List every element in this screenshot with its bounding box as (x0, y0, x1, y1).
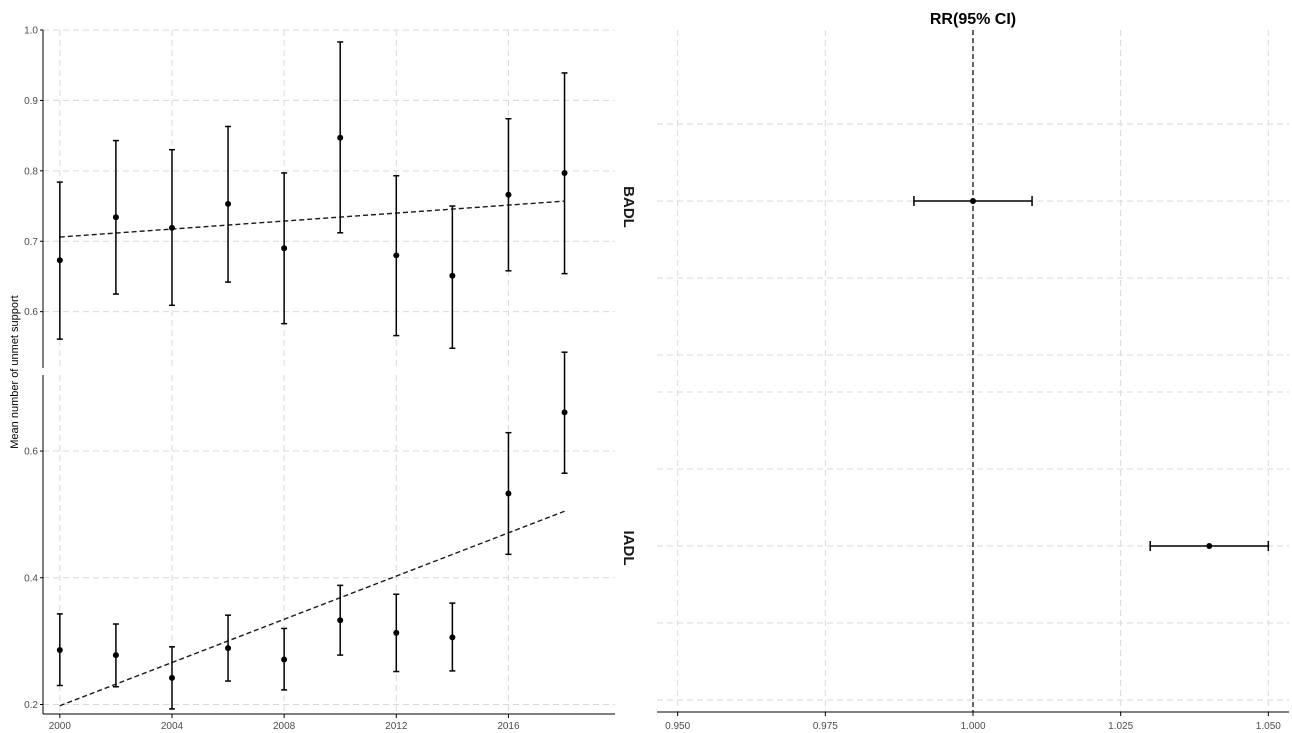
data-point (449, 272, 456, 279)
data-point (337, 617, 344, 624)
data-point (505, 490, 512, 497)
data-point (449, 634, 456, 641)
y-tick-label: 0.4 (24, 573, 38, 584)
data-point (168, 674, 175, 681)
data-point (168, 224, 175, 231)
x-tick-label: 1.025 (1108, 721, 1133, 732)
x-tick-label: 0.950 (665, 721, 690, 732)
data-point (56, 257, 63, 264)
y-tick-label: 0.9 (24, 96, 38, 107)
x-tick-label: 1.050 (1256, 721, 1281, 732)
x-tick-label: 2000 (49, 721, 72, 732)
data-point (393, 629, 400, 636)
rr-point (970, 198, 976, 204)
x-tick-label: 2004 (161, 721, 184, 732)
x-tick-label: 1.000 (960, 721, 985, 732)
data-point (225, 645, 232, 652)
trend-line (59, 510, 565, 707)
data-point (281, 245, 288, 252)
y-tick-label: 0.6 (24, 307, 38, 318)
trend-chart: Mean number of unmet support 0.60.70.80.… (9, 26, 637, 733)
data-point (561, 169, 568, 176)
x-tick-label: 2012 (385, 721, 408, 732)
strip-label-badl: BADL (620, 186, 637, 228)
trend-line (59, 200, 565, 238)
x-tick-label: 2016 (497, 721, 520, 732)
rr-forest-chart: RR(95% CI) 0.950 0.975 1.000 1.025 1.050 (657, 11, 1289, 732)
data-point (112, 214, 119, 221)
data-point (337, 134, 344, 141)
x-tick-label: 2008 (273, 721, 296, 732)
strip-label-iadl: IADL (620, 531, 637, 566)
y-tick-label: 0.7 (24, 237, 38, 248)
y-tick-label: 0.6 (24, 447, 38, 458)
y-tick-label: 0.8 (24, 166, 38, 177)
chart-title: RR(95% CI) (930, 11, 1016, 28)
data-point (393, 252, 400, 259)
data-point (281, 656, 288, 663)
y-tick-label: 0.2 (24, 700, 38, 711)
forest-plot-area: 0.950 0.975 1.000 1.025 1.050 (657, 30, 1289, 732)
data-point (505, 191, 512, 198)
data-point (112, 652, 119, 659)
data-point (56, 647, 63, 654)
panel-badl: 0.6 0.7 0.8 0.9 1.0 (24, 26, 615, 368)
data-point (561, 409, 568, 416)
x-tick-label: 0.975 (813, 721, 838, 732)
y-axis-label: Mean number of unmet support (9, 295, 21, 448)
x-axis: 2000 2004 2008 2012 2016 (43, 713, 615, 732)
y-tick-label: 1.0 (24, 26, 38, 37)
rr-point (1206, 543, 1213, 549)
data-point (225, 200, 232, 207)
panel-iadl: 0.2 0.4 0.6 (24, 351, 615, 714)
